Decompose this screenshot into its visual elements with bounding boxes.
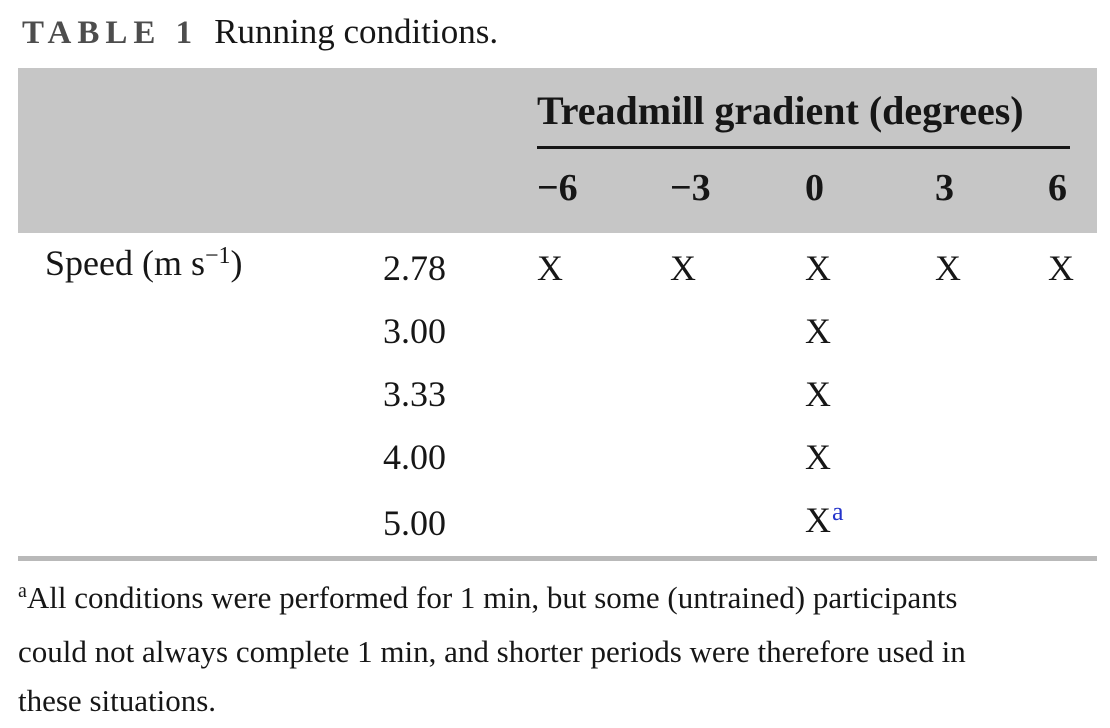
footnote-line: these situations.	[18, 683, 217, 718]
gradient-col-0: 0	[805, 167, 824, 209]
condition-mark	[935, 301, 1048, 364]
condition-mark	[1048, 364, 1097, 427]
group-header-row: Treadmill gradient (degrees)	[18, 68, 1097, 149]
condition-mark	[670, 364, 805, 427]
footnote-line: could not always complete 1 min, and sho…	[18, 634, 966, 669]
footnote-marker: a	[18, 580, 27, 602]
condition-mark: X	[1048, 248, 1074, 288]
table-row: 4.00 X	[18, 427, 1097, 490]
condition-mark: X	[670, 248, 696, 288]
condition-mark	[537, 364, 670, 427]
condition-mark: X	[537, 248, 563, 288]
gradient-group-header: Treadmill gradient (degrees)	[537, 68, 1070, 149]
speed-value: 3.00	[383, 311, 446, 351]
row-header-empty	[18, 301, 383, 364]
gradient-col-minus6: −6	[537, 167, 578, 209]
condition-mark	[670, 490, 805, 559]
condition-mark: X	[805, 437, 831, 477]
speed-value: 5.00	[383, 503, 446, 543]
condition-mark	[1048, 490, 1097, 559]
condition-mark	[935, 427, 1048, 490]
table-row: 3.33 X	[18, 364, 1097, 427]
table-row: Speed (m s−1) 2.78 X X X X X	[18, 233, 1097, 301]
condition-mark: X	[805, 311, 831, 351]
condition-mark: X	[805, 374, 831, 414]
speed-value: 4.00	[383, 437, 446, 477]
condition-mark	[537, 427, 670, 490]
header-spacer	[18, 149, 537, 233]
speed-value: 3.33	[383, 374, 446, 414]
table-number-label: TABLE 1	[22, 15, 199, 51]
condition-mark-with-note: Xa	[805, 490, 935, 559]
table-header: Treadmill gradient (degrees) −6 −3 0 3 6	[18, 68, 1097, 233]
condition-mark	[670, 427, 805, 490]
row-header-empty	[18, 364, 383, 427]
row-header-empty	[18, 490, 383, 559]
gradient-col-6: 6	[1048, 167, 1067, 209]
condition-mark	[935, 364, 1048, 427]
condition-mark: X	[805, 248, 831, 288]
gradient-col-minus3: −3	[670, 167, 711, 209]
table-row: 5.00 Xa	[18, 490, 1097, 559]
speed-row-header: Speed (m s−1)	[18, 233, 383, 301]
header-spacer	[18, 68, 537, 149]
footnote-text: All conditions were performed for 1 min,…	[26, 580, 958, 615]
condition-mark	[537, 301, 670, 364]
condition-mark	[670, 301, 805, 364]
gradient-col-3: 3	[935, 167, 954, 209]
gradient-group-cell: Treadmill gradient (degrees)	[537, 68, 1097, 149]
speed-unit-exponent: −1	[204, 243, 231, 269]
running-conditions-table: Treadmill gradient (degrees) −6 −3 0 3 6…	[18, 68, 1097, 561]
page-title: TABLE 1 Running conditions.	[22, 10, 1110, 55]
speed-unit-text: Speed (m s	[45, 243, 205, 283]
condition-mark: X	[805, 500, 831, 540]
gradient-columns-row: −6 −3 0 3 6	[18, 149, 1097, 233]
footnote-reference: a	[832, 497, 844, 526]
condition-mark	[537, 490, 670, 559]
row-header-empty	[18, 427, 383, 490]
table-row: 3.00 X	[18, 301, 1097, 364]
footnote-line: aAll conditions were performed for 1 min…	[18, 573, 1098, 627]
condition-mark: X	[935, 248, 961, 288]
condition-mark	[1048, 427, 1097, 490]
speed-value: 2.78	[383, 248, 446, 288]
footnote: aAll conditions were performed for 1 min…	[18, 573, 1098, 725]
table-caption: Running conditions.	[214, 12, 499, 51]
condition-mark	[935, 490, 1048, 559]
speed-unit-close: )	[230, 243, 243, 283]
condition-mark	[1048, 301, 1097, 364]
